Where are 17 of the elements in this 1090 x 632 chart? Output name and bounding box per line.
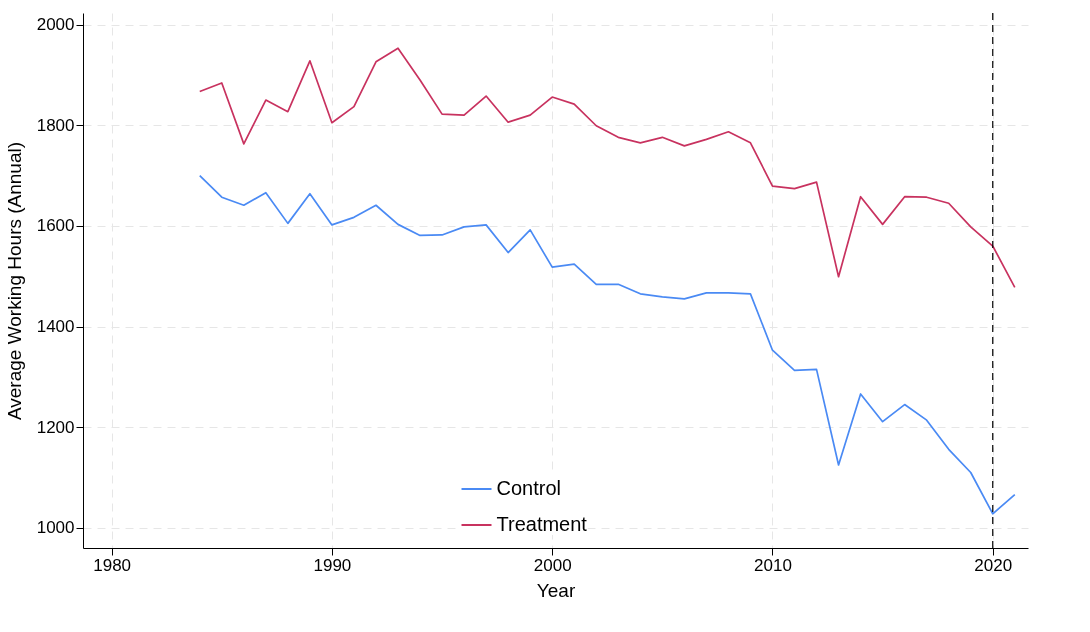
y-tick-label: 1000 — [36, 518, 75, 538]
x-axis-title: Year — [536, 579, 576, 601]
legend-label: Treatment — [496, 513, 588, 535]
x-tick-label: 2020 — [974, 555, 1013, 575]
y-tick-label: 1400 — [36, 317, 75, 337]
x-tick-label: 2000 — [533, 555, 572, 575]
line-series — [198, 174, 1016, 515]
y-tick-label: 2000 — [36, 15, 75, 35]
line-series — [198, 47, 1016, 289]
y-tick-label: 1200 — [36, 417, 75, 437]
y-axis-title: Average Working Hours (Annual) — [3, 141, 25, 421]
x-tick-label: 1980 — [93, 555, 132, 575]
legend-label: Control — [496, 477, 561, 499]
y-tick-label: 1800 — [36, 115, 75, 135]
x-tick-label: 2010 — [754, 555, 792, 575]
y-tick-label: 1600 — [36, 216, 75, 236]
x-tick-label: 1990 — [313, 555, 352, 575]
